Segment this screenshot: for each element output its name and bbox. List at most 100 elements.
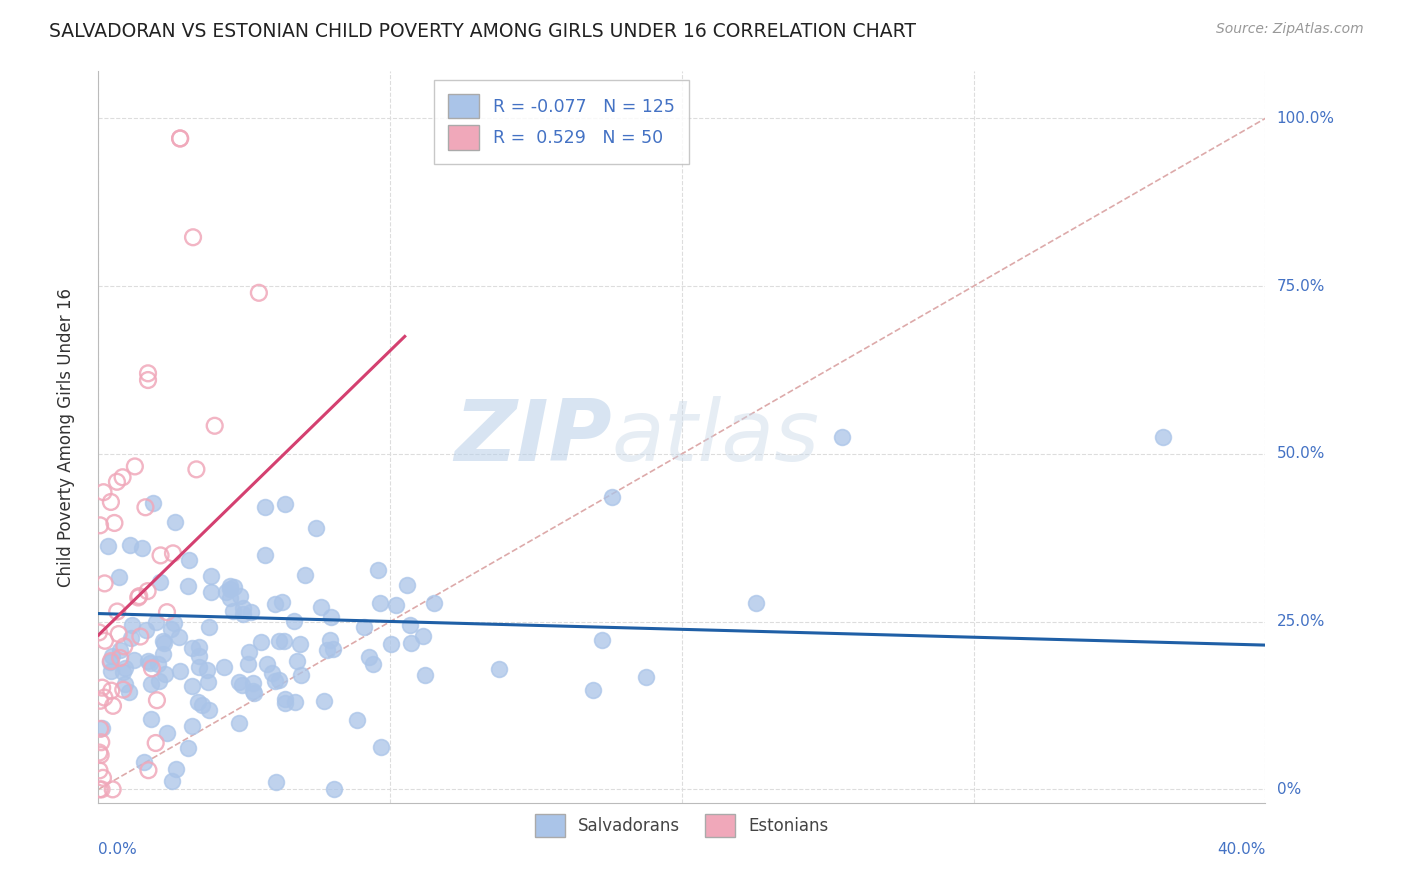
- Point: [90, 735, 112, 749]
- Point: [219, 582, 242, 596]
- Point: [177, 553, 200, 567]
- Point: [89, 694, 111, 708]
- Point: [253, 549, 276, 563]
- Point: [136, 584, 159, 599]
- Point: [200, 569, 222, 583]
- Text: 25.0%: 25.0%: [1277, 614, 1324, 629]
- Point: [87, 625, 110, 640]
- Point: [141, 496, 163, 510]
- Point: [200, 584, 222, 599]
- Point: [149, 575, 172, 590]
- Point: [263, 673, 285, 688]
- Point: [156, 605, 179, 619]
- Point: [218, 591, 240, 605]
- Point: [188, 660, 211, 674]
- Point: [232, 601, 254, 615]
- Text: 40.0%: 40.0%: [1218, 842, 1265, 856]
- Point: [304, 521, 326, 535]
- Point: [181, 230, 204, 244]
- Text: SALVADORAN VS ESTONIAN CHILD POVERTY AMONG GIRLS UNDER 16 CORRELATION CHART: SALVADORAN VS ESTONIAN CHILD POVERTY AMO…: [49, 22, 917, 41]
- Point: [114, 661, 136, 675]
- Point: [105, 475, 128, 489]
- Point: [101, 698, 124, 713]
- Point: [153, 667, 176, 681]
- Point: [89, 722, 111, 736]
- Point: [91, 681, 114, 695]
- Point: [124, 459, 146, 474]
- Point: [138, 763, 160, 777]
- Point: [283, 614, 305, 628]
- Point: [181, 679, 204, 693]
- Text: atlas: atlas: [612, 395, 820, 479]
- Point: [602, 490, 624, 504]
- Point: [488, 662, 510, 676]
- Point: [222, 604, 245, 618]
- Point: [346, 713, 368, 727]
- Point: [165, 515, 187, 529]
- Point: [249, 635, 271, 649]
- Point: [89, 746, 111, 760]
- Point: [229, 589, 252, 603]
- Point: [288, 637, 311, 651]
- Point: [359, 649, 381, 664]
- Point: [105, 605, 128, 619]
- Point: [121, 617, 143, 632]
- Point: [118, 538, 141, 552]
- Point: [232, 607, 254, 621]
- Point: [90, 782, 112, 797]
- Point: [177, 741, 200, 756]
- Point: [108, 643, 131, 657]
- Point: [114, 677, 136, 691]
- Point: [141, 661, 163, 675]
- Point: [204, 418, 226, 433]
- Point: [101, 649, 124, 664]
- Point: [169, 131, 191, 145]
- Point: [274, 498, 297, 512]
- Point: [290, 668, 312, 682]
- Point: [380, 637, 402, 651]
- Point: [188, 649, 211, 664]
- Point: [228, 716, 250, 731]
- Point: [149, 549, 172, 563]
- Point: [160, 622, 183, 636]
- Point: [396, 577, 419, 591]
- Point: [309, 600, 332, 615]
- Point: [100, 683, 122, 698]
- Point: [156, 726, 179, 740]
- Point: [111, 665, 134, 680]
- Point: [224, 581, 246, 595]
- Point: [152, 648, 174, 662]
- Text: 0%: 0%: [1277, 782, 1301, 797]
- Point: [321, 642, 343, 657]
- Point: [413, 668, 436, 682]
- Text: 75.0%: 75.0%: [1277, 278, 1324, 293]
- Point: [636, 670, 658, 684]
- Point: [169, 131, 191, 145]
- Point: [145, 615, 167, 630]
- Point: [238, 645, 260, 659]
- Point: [97, 540, 120, 554]
- Point: [831, 430, 853, 444]
- Point: [187, 695, 209, 709]
- Point: [89, 518, 111, 533]
- Point: [108, 570, 131, 584]
- Point: [90, 747, 112, 762]
- Y-axis label: Child Poverty Among Girls Under 16: Child Poverty Among Girls Under 16: [56, 287, 75, 587]
- Point: [186, 462, 208, 476]
- Point: [274, 692, 297, 706]
- Point: [112, 640, 135, 654]
- Point: [167, 630, 190, 644]
- Point: [136, 367, 159, 381]
- Point: [240, 606, 263, 620]
- Point: [399, 617, 422, 632]
- Point: [219, 579, 242, 593]
- Text: 50.0%: 50.0%: [1277, 446, 1324, 461]
- Point: [181, 719, 204, 733]
- Point: [267, 673, 290, 687]
- Point: [270, 595, 292, 609]
- Point: [132, 756, 155, 770]
- Point: [139, 656, 162, 670]
- Point: [321, 610, 343, 624]
- Point: [111, 470, 134, 484]
- Point: [153, 636, 176, 650]
